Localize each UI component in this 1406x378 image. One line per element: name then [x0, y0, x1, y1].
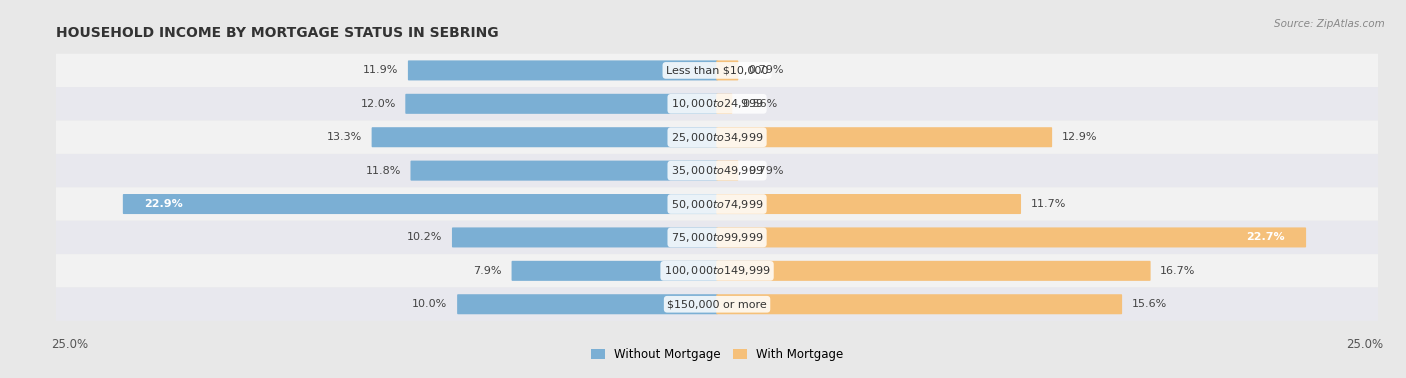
Text: 11.9%: 11.9%: [363, 65, 398, 76]
Text: $10,000 to $24,999: $10,000 to $24,999: [671, 97, 763, 110]
Legend: Without Mortgage, With Mortgage: Without Mortgage, With Mortgage: [591, 348, 844, 361]
FancyBboxPatch shape: [52, 54, 1382, 87]
Text: 0.79%: 0.79%: [748, 65, 783, 76]
FancyBboxPatch shape: [52, 221, 1382, 254]
FancyBboxPatch shape: [716, 94, 733, 114]
Text: 10.0%: 10.0%: [412, 299, 447, 309]
FancyBboxPatch shape: [405, 94, 718, 114]
Text: $35,000 to $49,999: $35,000 to $49,999: [671, 164, 763, 177]
FancyBboxPatch shape: [52, 187, 1382, 221]
Text: $150,000 or more: $150,000 or more: [668, 299, 766, 309]
FancyBboxPatch shape: [52, 121, 1382, 154]
FancyBboxPatch shape: [512, 261, 718, 281]
Text: HOUSEHOLD INCOME BY MORTGAGE STATUS IN SEBRING: HOUSEHOLD INCOME BY MORTGAGE STATUS IN S…: [56, 26, 499, 40]
Text: $50,000 to $74,999: $50,000 to $74,999: [671, 198, 763, 211]
Text: $75,000 to $99,999: $75,000 to $99,999: [671, 231, 763, 244]
FancyBboxPatch shape: [411, 161, 718, 181]
Text: Less than $10,000: Less than $10,000: [666, 65, 768, 76]
Text: 12.0%: 12.0%: [360, 99, 395, 109]
FancyBboxPatch shape: [52, 288, 1382, 321]
FancyBboxPatch shape: [457, 294, 718, 314]
Text: 11.7%: 11.7%: [1031, 199, 1066, 209]
Text: $100,000 to $149,999: $100,000 to $149,999: [664, 264, 770, 277]
Text: 0.56%: 0.56%: [742, 99, 778, 109]
FancyBboxPatch shape: [716, 194, 1021, 214]
Text: 15.6%: 15.6%: [1132, 299, 1167, 309]
FancyBboxPatch shape: [716, 60, 738, 81]
Text: 22.7%: 22.7%: [1246, 232, 1285, 242]
Text: 22.9%: 22.9%: [145, 199, 183, 209]
FancyBboxPatch shape: [716, 261, 1150, 281]
Text: $25,000 to $34,999: $25,000 to $34,999: [671, 131, 763, 144]
Text: 12.9%: 12.9%: [1062, 132, 1097, 142]
Text: 13.3%: 13.3%: [326, 132, 361, 142]
FancyBboxPatch shape: [716, 127, 1052, 147]
Text: 7.9%: 7.9%: [474, 266, 502, 276]
FancyBboxPatch shape: [408, 60, 718, 81]
FancyBboxPatch shape: [716, 161, 738, 181]
Text: 0.79%: 0.79%: [748, 166, 783, 176]
Text: 11.8%: 11.8%: [366, 166, 401, 176]
Text: 10.2%: 10.2%: [406, 232, 443, 242]
FancyBboxPatch shape: [122, 194, 718, 214]
FancyBboxPatch shape: [52, 254, 1382, 288]
FancyBboxPatch shape: [52, 154, 1382, 187]
FancyBboxPatch shape: [451, 228, 718, 248]
Text: 16.7%: 16.7%: [1160, 266, 1195, 276]
Text: Source: ZipAtlas.com: Source: ZipAtlas.com: [1274, 19, 1385, 29]
FancyBboxPatch shape: [716, 294, 1122, 314]
FancyBboxPatch shape: [52, 87, 1382, 121]
FancyBboxPatch shape: [716, 228, 1306, 248]
FancyBboxPatch shape: [371, 127, 718, 147]
